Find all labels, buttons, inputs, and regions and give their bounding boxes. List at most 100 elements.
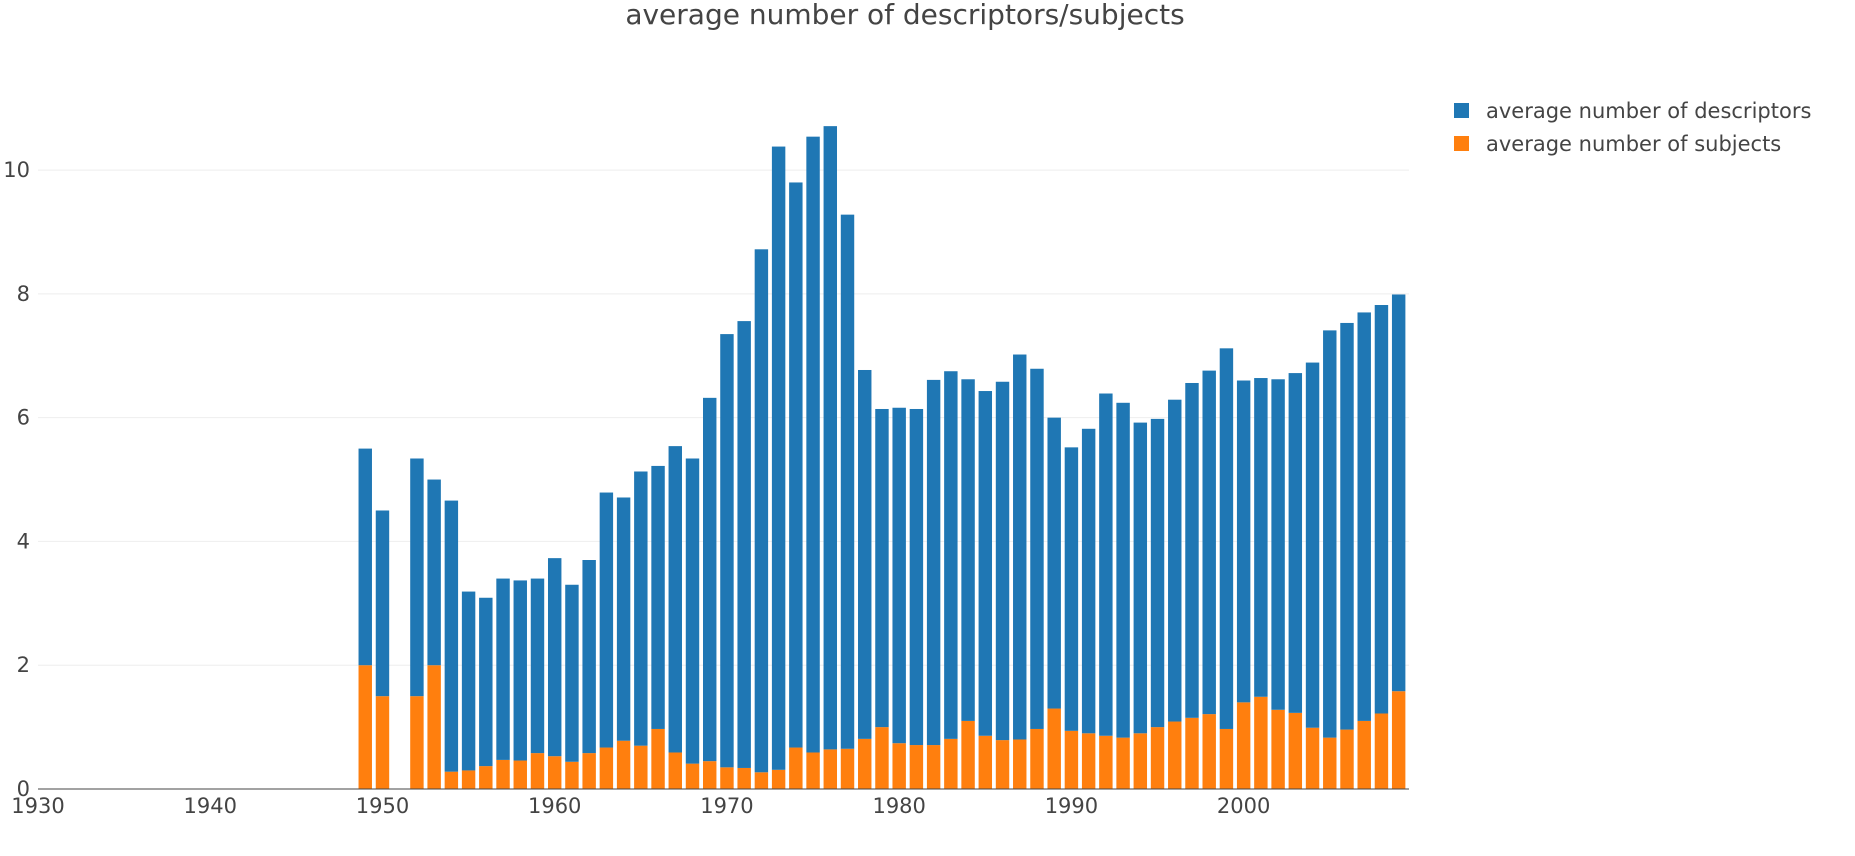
bar-subjects-1975	[806, 752, 820, 789]
bar-subjects-1961	[565, 761, 579, 789]
bar-subjects-1985	[978, 735, 993, 789]
bar-subjects-1978	[858, 738, 872, 789]
bar-subjects-1962	[582, 753, 596, 789]
y-tick-label: 10	[3, 158, 30, 182]
bar-subjects-1973	[771, 769, 786, 789]
legend-item[interactable]: average number of subjects	[1454, 132, 1781, 156]
x-tick-label: 1960	[528, 794, 581, 818]
bar-descriptors-1973	[771, 146, 786, 770]
bar-descriptors-1996	[1168, 399, 1182, 722]
bar-subjects-1952	[410, 696, 424, 789]
bar-descriptors-1977	[840, 214, 855, 749]
bar-subjects-2005	[1323, 737, 1337, 789]
bar-descriptors-2008	[1374, 305, 1389, 714]
bar-descriptors-2001	[1254, 378, 1268, 697]
bar-subjects-1970	[720, 767, 734, 789]
x-tick-label: 1930	[11, 794, 64, 818]
bar-subjects-1999	[1219, 728, 1234, 789]
y-tick-label: 0	[17, 777, 30, 801]
legend-label: average number of subjects	[1486, 132, 1781, 156]
bar-subjects-2004	[1305, 727, 1320, 789]
bar-descriptors-1985	[978, 391, 993, 736]
bar-subjects-2003	[1288, 712, 1303, 789]
bar-subjects-1968	[685, 763, 700, 789]
bar-descriptors-1976	[823, 126, 838, 750]
bar-subjects-1997	[1185, 717, 1199, 789]
bar-descriptors-1972	[754, 249, 769, 773]
bar-subjects-1992	[1099, 735, 1113, 789]
bars	[358, 126, 1406, 789]
bar-subjects-1958	[513, 760, 527, 789]
legend-item[interactable]: average number of descriptors	[1454, 99, 1811, 123]
bar-descriptors-1969	[703, 397, 717, 762]
bar-descriptors-1968	[685, 458, 700, 764]
bar-descriptors-1987	[1013, 354, 1027, 740]
bar-subjects-1986	[995, 740, 1010, 789]
y-tick-label: 4	[17, 529, 30, 553]
bar-subjects-1991	[1081, 733, 1096, 789]
bar-descriptors-1971	[737, 321, 751, 768]
bar-descriptors-1954	[444, 500, 459, 772]
bar-descriptors-1963	[599, 492, 614, 748]
y-axis-ticks: 0 2 4 6 8 10	[3, 158, 30, 801]
bar-descriptors-1965	[634, 471, 648, 746]
bar-subjects-1967	[668, 752, 682, 789]
y-tick-label: 6	[17, 406, 30, 430]
bar-descriptors-1999	[1219, 348, 1234, 729]
bar-descriptors-2000	[1236, 380, 1251, 703]
y-tick-label: 2	[17, 653, 30, 677]
legend-label: average number of descriptors	[1486, 99, 1811, 123]
legend: average number of descriptors average num…	[1454, 99, 1811, 156]
bar-subjects-1972	[754, 772, 769, 789]
bar-descriptors-1998	[1202, 370, 1216, 715]
bar-subjects-1980	[892, 743, 906, 789]
bar-descriptors-2007	[1357, 312, 1371, 721]
bar-descriptors-1960	[547, 558, 562, 757]
bar-subjects-1964	[616, 740, 631, 789]
bar-descriptors-1975	[806, 136, 820, 753]
bar-descriptors-1988	[1030, 368, 1044, 729]
bar-subjects-2000	[1236, 702, 1251, 789]
bar-subjects-1989	[1047, 708, 1061, 789]
bar-descriptors-1949	[358, 448, 372, 666]
x-tick-label: 1980	[872, 794, 925, 818]
bar-descriptors-1990	[1064, 447, 1079, 731]
bar-subjects-1960	[547, 756, 562, 789]
x-axis-ticks: 1930 1940 1950 1960 1970 1980 1990 2000	[11, 794, 1270, 818]
bar-subjects-2009	[1391, 691, 1406, 789]
bar-descriptors-1953	[427, 479, 441, 666]
bar-descriptors-1962	[582, 560, 596, 754]
x-tick-label: 2000	[1217, 794, 1270, 818]
bar-subjects-2002	[1271, 709, 1285, 789]
bar-descriptors-1950	[375, 510, 390, 697]
bar-descriptors-1995	[1150, 418, 1165, 728]
bar-descriptors-2006	[1340, 322, 1354, 730]
bar-subjects-2001	[1254, 696, 1268, 789]
bar-subjects-2006	[1340, 729, 1354, 789]
bar-descriptors-1955	[461, 591, 476, 771]
bar-subjects-1956	[479, 766, 493, 789]
bar-descriptors-1983	[944, 371, 958, 739]
bar-descriptors-1992	[1099, 393, 1113, 736]
bar-descriptors-1982	[926, 379, 941, 746]
y-tick-label: 8	[17, 282, 30, 306]
bar-descriptors-1984	[961, 379, 975, 721]
bar-descriptors-1986	[995, 381, 1010, 741]
bar-subjects-2007	[1357, 720, 1371, 789]
bar-subjects-1988	[1030, 728, 1044, 789]
bar-subjects-1954	[444, 771, 459, 789]
bar-subjects-1987	[1013, 739, 1027, 789]
bar-subjects-1996	[1168, 721, 1182, 789]
bar-subjects-2008	[1374, 713, 1389, 789]
bar-descriptors-1966	[651, 465, 665, 729]
bar-subjects-1994	[1133, 733, 1148, 789]
bar-descriptors-1958	[513, 580, 527, 761]
bar-descriptors-1957	[496, 578, 510, 760]
bar-subjects-1977	[840, 748, 855, 789]
bar-descriptors-1974	[789, 182, 803, 748]
bar-subjects-1950	[375, 696, 390, 789]
legend-swatch	[1454, 136, 1469, 151]
bar-subjects-1955	[461, 770, 476, 789]
bar-subjects-1959	[530, 753, 545, 789]
bar-descriptors-1952	[410, 458, 424, 697]
